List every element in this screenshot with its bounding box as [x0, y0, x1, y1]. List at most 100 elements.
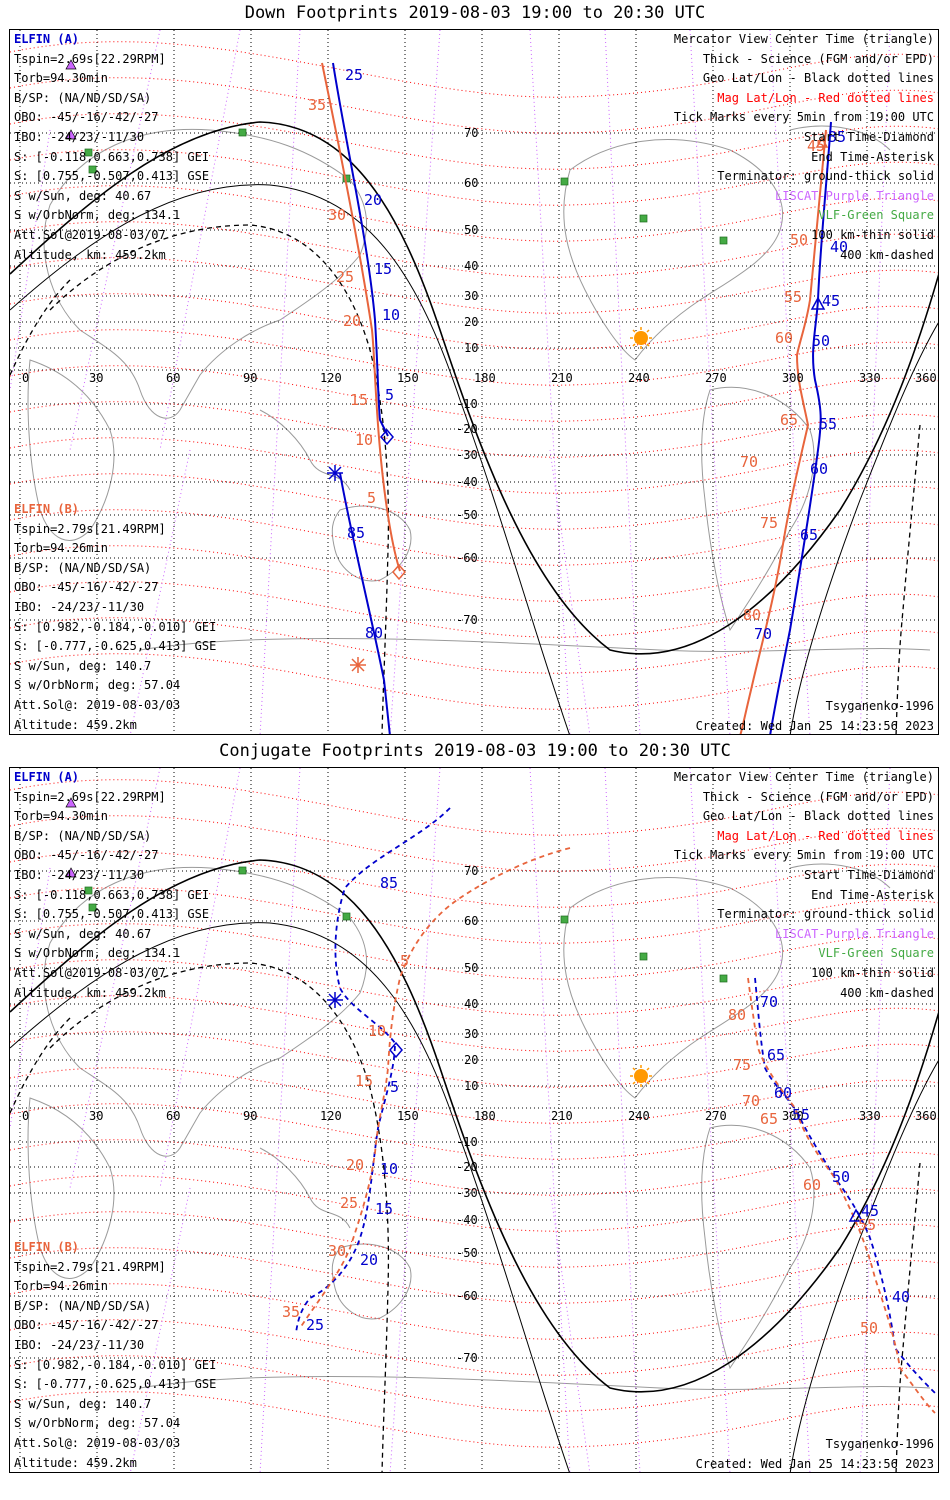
lat-label: 10 — [464, 341, 478, 355]
track-tick-label: 25 — [306, 1316, 324, 1334]
liscat-triangles — [65, 59, 77, 140]
info-line: Tsyganenko-1996 — [825, 1437, 934, 1451]
track-tick-label: 35 — [282, 1303, 300, 1321]
info-line: Tspin=2.79s[21.49RPM] — [14, 521, 166, 536]
lat-label: -70 — [456, 613, 478, 627]
lat-label: 30 — [464, 1027, 478, 1041]
info-line: VLF-Green Square — [818, 208, 934, 223]
track-tick-labels: 2520151058580353025201510535404550556065… — [308, 66, 848, 643]
footer-right: Tsyganenko-1996 Created: Wed Jan 25 14:23… — [695, 1435, 934, 1472]
mag-meridian — [259, 30, 301, 734]
lat-label: -40 — [456, 475, 478, 489]
lon-label: 150 — [397, 1109, 419, 1123]
lat-label: 20 — [464, 1053, 478, 1067]
info-line: Created: Wed Jan 25 14:23:56 2023 — [695, 1456, 934, 1471]
lat-label: 70 — [464, 864, 478, 878]
info-line: B/SP: (NA/ND/SD/SA) — [14, 1298, 152, 1313]
info-line: Altitude: 459.2km — [14, 717, 137, 732]
lon-label: 120 — [320, 371, 342, 385]
lat-label: -70 — [456, 1351, 478, 1365]
info-line: Start Time-Diamond — [803, 129, 934, 144]
track-tick-label: 50 — [790, 231, 808, 249]
track-tick-label: 60 — [810, 460, 828, 478]
lon-label: 30 — [89, 1109, 103, 1123]
mag-meridians — [10, 30, 891, 734]
track-tick-label: 65 — [767, 1046, 785, 1064]
mag-latitude-line — [10, 1175, 938, 1232]
lon-label: 180 — [474, 1109, 496, 1123]
info-line: 100 km-thin solid — [811, 965, 934, 980]
info-line: S w/OrbNorm, deg: 57.04 — [14, 1416, 181, 1431]
track-tick-label: 45 — [807, 137, 825, 155]
mag-latitude-line — [10, 113, 938, 170]
map-svg: 0 30 60 90 120 150 180 210 240 270 300 330 360 70 60 5… — [10, 30, 938, 734]
info-line: Terminator: ground-thick solid — [717, 907, 934, 922]
track-tick-label: 15 — [374, 260, 392, 278]
info-line: ELFIN (B) — [14, 502, 80, 516]
info-line: 100 km-thin solid — [811, 227, 934, 242]
lat-label: -30 — [456, 448, 478, 462]
lon-label: 0 — [22, 1109, 29, 1123]
info-line: Tspin=2.69s[22.29RPM] — [14, 789, 166, 804]
info-line: S: [0.982,-0.184,-0.010] GEI — [14, 619, 217, 634]
info-line: Thick - Science (FGM and/or EPD) — [702, 51, 934, 66]
info-line: S: [-0.777,-0.625,0.413] GSE — [14, 1377, 217, 1392]
lat-label: -50 — [456, 1246, 478, 1260]
info-line: Torb=94.26min — [14, 1279, 108, 1294]
info-line: S w/Sun, deg: 140.7 — [14, 1396, 152, 1411]
info-line: Mag Lat/Lon - Red dotted lines — [717, 828, 934, 843]
panel-title: Conjugate Footprints 2019-08-03 19:00 to… — [219, 741, 731, 761]
lon-label: 90 — [243, 1109, 257, 1123]
info-line: 400 km-dashed — [840, 985, 934, 1000]
mag-meridian — [129, 1187, 191, 1472]
lat-labels: 70 60 50 40 30 20 10 -10 -20 -30 -40 -50 -60 -70 — [456, 864, 478, 1365]
track-tick-label: 20 — [343, 312, 361, 330]
lon-label: 360 — [915, 1109, 937, 1123]
info-line: S: [0.755,-0.507,0.413] GSE — [14, 907, 210, 922]
satellite-tracks — [321, 62, 832, 734]
mag-meridian — [549, 449, 591, 734]
info-line: Att.Sol@2019-08-03/07 — [14, 965, 166, 980]
mag-latitude-line — [10, 851, 938, 908]
track-tick-label: 75 — [733, 1056, 751, 1074]
track-tick-label: 20 — [364, 191, 382, 209]
track-tick-label: 80 — [743, 606, 761, 624]
track-tick-label: 70 — [760, 993, 778, 1011]
lat-label: 10 — [464, 1079, 478, 1093]
mag-latitude-line — [10, 1139, 938, 1196]
info-line: IBO: -24/23/-11/30 — [14, 1337, 145, 1352]
mag-latitude-line — [10, 815, 938, 872]
lat-label: -60 — [456, 1289, 478, 1303]
info-line: S w/Sun, deg: 40.67 — [14, 926, 152, 941]
info-line: Tsyganenko-1996 — [825, 699, 934, 713]
info-line: Att.Sol@: 2019-08-03/03 — [14, 697, 181, 712]
track-tick-label: 20 — [346, 1156, 364, 1174]
info-line: Tspin=2.69s[22.29RPM] — [14, 51, 166, 66]
track-tick-label: 15 — [355, 1072, 373, 1090]
track-tick-label: 80 — [728, 1006, 746, 1024]
track-tick-label: 85 — [380, 874, 398, 892]
lon-label: 300 — [782, 1109, 804, 1123]
lon-label: 150 — [397, 371, 419, 385]
mag-meridian — [859, 768, 891, 1472]
info-line: End Time-Asterisk — [811, 887, 934, 902]
mag-latitude-line — [10, 221, 938, 278]
sun-icon — [630, 1065, 652, 1087]
track-tick-label: 70 — [742, 1092, 760, 1110]
mag-meridian — [129, 449, 191, 734]
track-tick-label: 55 — [819, 415, 837, 433]
info-line: Created: Wed Jan 25 14:23:56 2023 — [695, 718, 934, 733]
info-line: Mercator View Center Time (triangle) — [673, 32, 934, 46]
satellite-tracks — [295, 807, 936, 1414]
lon-label: 240 — [628, 371, 650, 385]
info-line: IBO: -24/23/-11/30 — [14, 129, 145, 144]
track-markers — [327, 992, 864, 1222]
track-tick-label: 65 — [800, 526, 818, 544]
track-tick-label: 25 — [340, 1194, 358, 1212]
track-tick-label: 40 — [892, 1288, 910, 1306]
mag-meridians — [10, 768, 891, 1472]
info-line: Att.Sol@: 2019-08-03/03 — [14, 1435, 181, 1450]
track-tick-label: 30 — [328, 1242, 346, 1260]
mag-latitude-line — [10, 995, 938, 1052]
mag-latitude-line — [10, 545, 938, 602]
